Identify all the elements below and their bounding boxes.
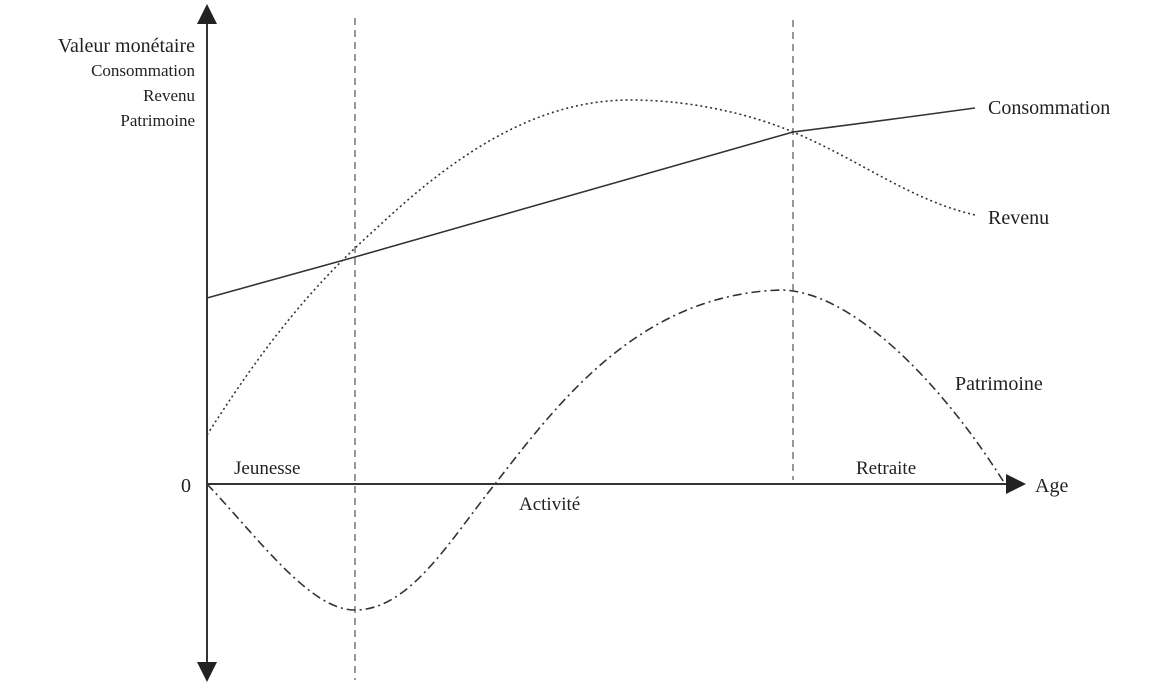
- phase-label: Retraite: [856, 458, 916, 479]
- income-curve: [206, 99, 976, 436]
- x-axis-label: Age: [1035, 475, 1068, 497]
- curve-label: Consommation: [988, 97, 1110, 119]
- phase-label: Jeunesse: [234, 458, 300, 479]
- wealth-curve: [206, 289, 1006, 611]
- y-axis-label: Revenu: [143, 86, 195, 105]
- y-axis-label: Consommation: [91, 61, 195, 80]
- curve-label: Patrimoine: [955, 373, 1043, 395]
- y-axis-label: Valeur monétaire: [58, 35, 195, 57]
- curve-label: Revenu: [988, 207, 1049, 229]
- phase-label: Activité: [519, 494, 580, 515]
- origin-label: 0: [181, 475, 191, 497]
- consumption-curve: [206, 107, 976, 299]
- y-axis-label: Patrimoine: [120, 111, 195, 130]
